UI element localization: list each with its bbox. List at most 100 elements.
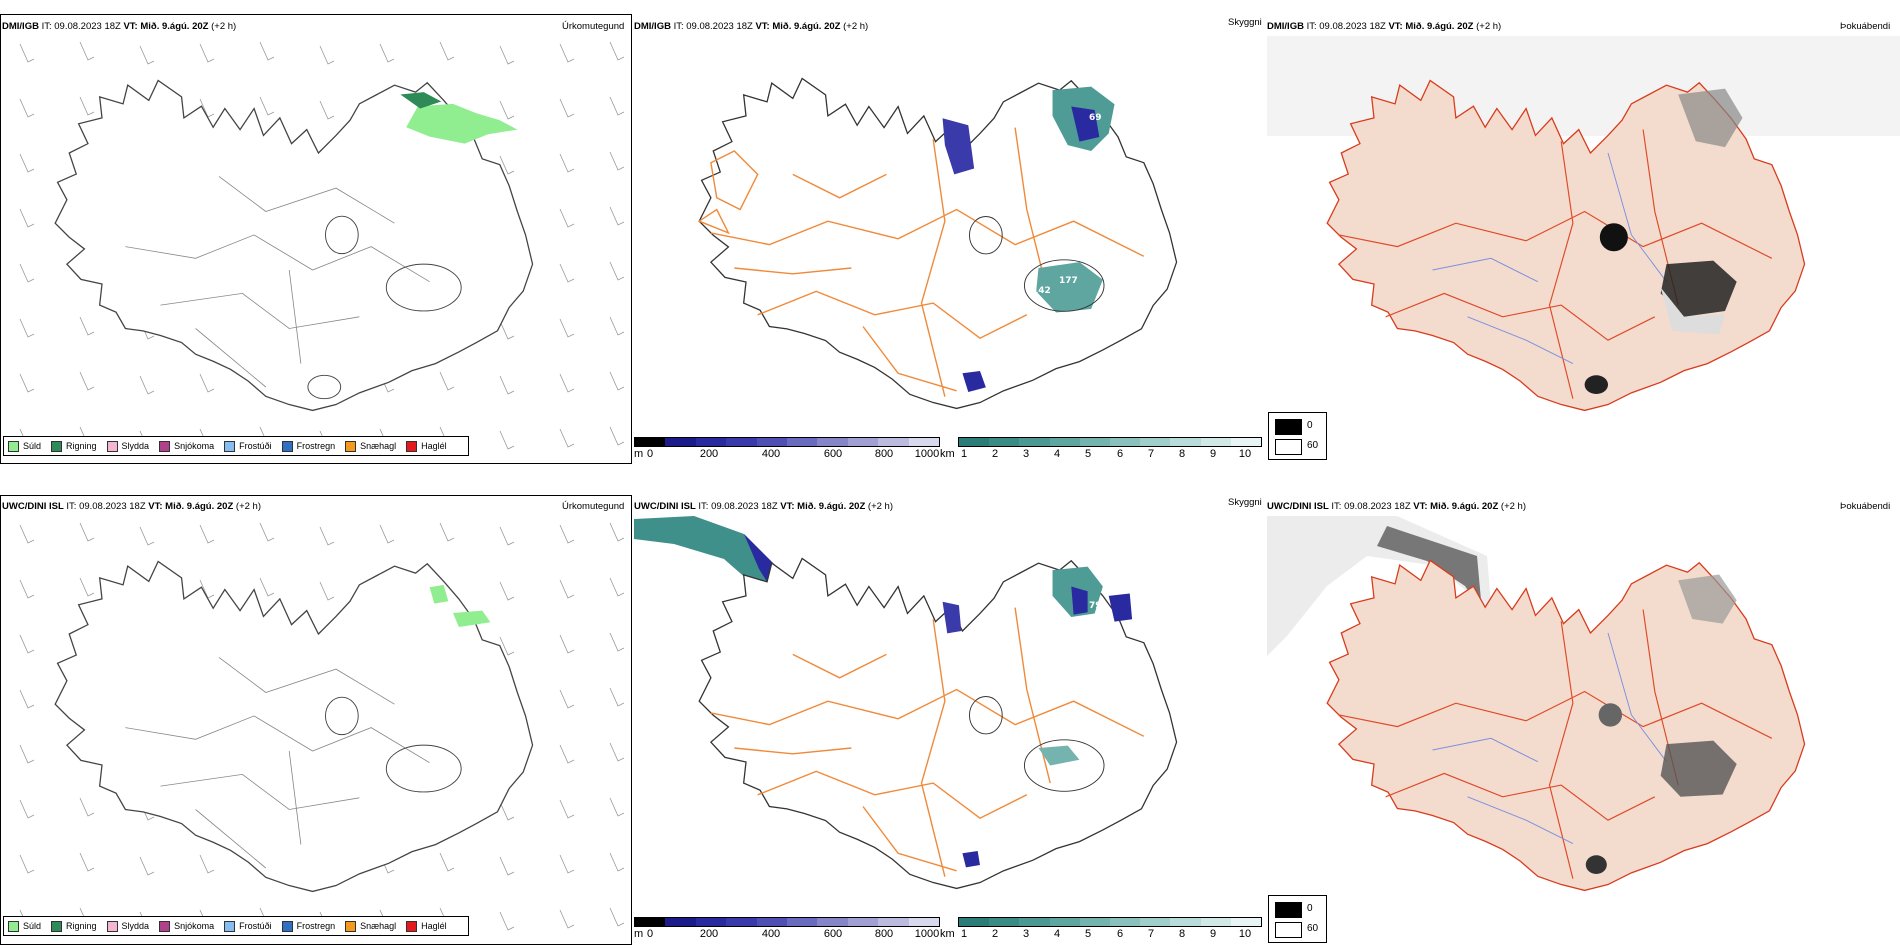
height-colorbar-unit: m (634, 448, 644, 460)
colorbar-tick: 200 (699, 928, 719, 940)
panel-kind-precip-bottom: Úrkomutegund (562, 501, 625, 512)
colorbar-segment (1049, 918, 1080, 926)
visibility-value: 79 (1089, 601, 1102, 611)
colorbar-tick: 1 (960, 448, 968, 460)
colorbar-segment (1200, 918, 1231, 926)
panel-kind-precip-top: Úrkomutegund (562, 21, 625, 32)
colorbar-segment (1200, 438, 1231, 446)
colorbar-segment (1170, 438, 1201, 446)
colorbar-tick: 7 (1147, 928, 1155, 940)
fog-swatch (1275, 439, 1302, 455)
legend-item: Slydda (106, 440, 149, 452)
legend-item: Snæhagl (345, 440, 396, 452)
colorbar-tick: 7 (1147, 448, 1155, 460)
colorbar-tick: 4 (1053, 928, 1061, 940)
colorbar-segment (695, 438, 727, 446)
colorbar-tick: 0 (646, 928, 654, 940)
colorbar-tick: 600 (823, 928, 843, 940)
km-colorbar-unit: km (940, 448, 955, 460)
colorbar-tick: 9 (1209, 928, 1217, 940)
visibility-map-top: 80 69 142 177 (697, 77, 1178, 410)
colorbar-segment (847, 438, 879, 446)
colorbar-tick: 8 (1178, 448, 1186, 460)
colorbar-segment (1079, 918, 1111, 926)
visibility-value: 142 (1032, 286, 1051, 296)
colorbar-segment (959, 918, 990, 926)
fog-map-top (1267, 36, 1900, 412)
fog-legend-top: 0 60 (1268, 412, 1327, 460)
panel-kind-visibility-top: Skyggni (1228, 17, 1262, 28)
fog-legend-label: 0 (1307, 903, 1313, 914)
legend-item: Frostúði (224, 920, 272, 932)
visibility-value: 177 (1059, 276, 1078, 286)
colorbar-segment (665, 438, 696, 446)
colorbar-tick: 200 (699, 448, 719, 460)
colorbar-segment (989, 918, 1020, 926)
legend-item: Rigning (51, 920, 97, 932)
height-colorbar-bar (634, 437, 940, 447)
colorbar-tick: 0 (646, 448, 654, 460)
colorbar-segment (908, 438, 940, 446)
precip-panel-top (0, 14, 632, 464)
precip-map-top (19, 41, 625, 450)
fog-swatch (1275, 922, 1302, 938)
colorbar-segment (847, 918, 879, 926)
colorbar-segment (908, 918, 940, 926)
height-colorbar-top: m 0 200 400 600 800 1000 (634, 437, 940, 463)
legend-item: Haglél (406, 440, 447, 452)
visibility-value: 125 (828, 559, 847, 569)
colorbar-tick: 6 (1116, 448, 1124, 460)
colorbar-tick: 10 (1238, 448, 1252, 460)
colorbar-segment (1079, 438, 1111, 446)
colorbar-segment (695, 918, 727, 926)
colorbar-segment (1170, 918, 1201, 926)
colorbar-segment (1140, 918, 1171, 926)
colorbar-segment (1230, 438, 1262, 446)
colorbar-segment (1049, 438, 1080, 446)
colorbar-segment (1230, 918, 1262, 926)
colorbar-tick: 400 (761, 928, 781, 940)
legend-item: Snæhagl (345, 920, 396, 932)
colorbar-segment (989, 438, 1020, 446)
colorbar-tick: 2 (991, 928, 999, 940)
legend-item: Frostregn (281, 920, 335, 932)
precip-map-bottom (19, 522, 625, 931)
panel-title-visibility-bottom: UWC/DINI ISL IT: 09.08.2023 18Z VT: Mið.… (634, 501, 893, 512)
colorbar-segment (787, 918, 818, 926)
fog-legend-label: 60 (1307, 440, 1319, 451)
colorbar-tick: 800 (874, 928, 894, 940)
colorbar-segment (878, 438, 909, 446)
colorbar-segment (878, 918, 909, 926)
height-colorbar-unit: m (634, 928, 644, 940)
colorbar-tick: 1000 (914, 928, 940, 940)
colorbar-tick: 400 (761, 448, 781, 460)
fog-swatch (1275, 902, 1302, 918)
colorbar-segment (1019, 918, 1050, 926)
colorbar-tick: 5 (1084, 448, 1092, 460)
colorbar-tick: 10 (1238, 928, 1252, 940)
legend-item: Frostúði (224, 440, 272, 452)
colorbar-tick: 1 (960, 928, 968, 940)
visibility-value: 80 (1029, 95, 1042, 105)
colorbar-segment (1110, 438, 1141, 446)
legend-item: Súld (8, 440, 41, 452)
panel-title-precip-bottom: UWC/DINI ISL IT: 09.08.2023 18Z VT: Mið.… (2, 501, 261, 512)
colorbar-segment (756, 438, 788, 446)
colorbar-tick: 600 (823, 448, 843, 460)
km-colorbar-bar (958, 917, 1262, 927)
km-colorbar-bottom: km 1 2 3 4 5 6 7 8 9 10 (940, 917, 1262, 943)
colorbar-segment (1019, 438, 1050, 446)
legend-item: Haglél (406, 920, 447, 932)
colorbar-tick: 1000 (914, 448, 940, 460)
visibility-map-bottom: 535 125 30 79 (634, 516, 1178, 890)
colorbar-segment (817, 438, 848, 446)
colorbar-segment (726, 918, 757, 926)
colorbar-tick: 6 (1116, 928, 1124, 940)
legend-item: Snjókoma (159, 920, 214, 932)
colorbar-segment (1110, 918, 1141, 926)
height-colorbar-bottom: m 0 200 400 600 800 1000 (634, 917, 940, 943)
fog-legend-label: 0 (1307, 420, 1313, 431)
visibility-value: 30 (832, 601, 845, 611)
colorbar-segment (756, 918, 788, 926)
fog-legend-label: 60 (1307, 923, 1319, 934)
